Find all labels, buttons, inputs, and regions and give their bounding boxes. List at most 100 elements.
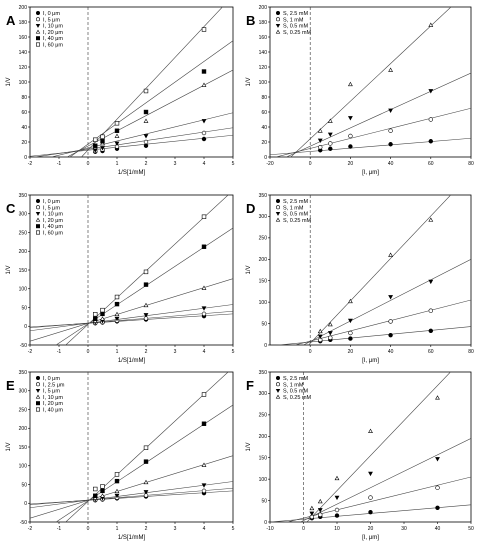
x-tick-label: 20 [348,349,354,355]
series-points [93,214,207,317]
data-point [201,136,207,142]
fit-line [30,487,233,506]
y-tick-label: -50 [20,520,27,526]
y-tick-label: 250 [19,230,28,236]
data-point [93,143,98,148]
chart-panel-b: -20 0 20 40 60 80020406080100120140160180200[… [246,5,474,176]
legend-marker [35,211,41,216]
legend-marker [35,17,40,22]
y-tick-label: 0 [264,520,267,526]
data-point [201,488,207,494]
data-point [143,143,149,148]
data-point [327,331,333,336]
x-tick-label: 40 [435,526,441,532]
data-point [143,134,149,139]
fit-line [270,137,471,156]
series-points [93,488,207,503]
legend-marker [35,36,40,41]
y-tick-label: 200 [259,5,268,11]
fit-line [30,278,233,342]
legend-label: S, 1 mM [283,205,304,211]
fit-lines [270,7,471,157]
panel-label: A [6,13,16,28]
y-tick-label: 300 [259,391,268,397]
legend-marker [275,29,281,34]
data-point [328,335,333,340]
data-point [100,493,105,498]
x-tick-label: 4 [203,161,206,167]
legend-marker [275,11,280,16]
data-point [328,141,333,146]
y-tick-label: 200 [19,5,28,11]
fit-line [30,455,233,519]
data-point [347,116,353,121]
x-tick-label: -1 [57,526,62,532]
legend-label: I, 60 μm [43,231,63,237]
data-point [143,139,149,145]
legend-label: I, 40 μm [43,408,63,414]
series-points [318,117,433,150]
data-point [201,130,207,136]
data-point [428,308,433,313]
y-tick-label: 250 [259,413,268,419]
data-point [201,311,207,317]
y-tick-label: 0 [264,155,267,161]
x-tick-label: 4 [203,349,206,355]
y-tick-label: 20 [21,140,27,146]
y-axis-label: 1/V [246,442,252,451]
data-point [309,511,315,516]
data-point [388,128,393,133]
legend-marker [35,388,41,393]
legend-label: S, 0.25 mM [283,218,312,224]
legend-label: I, 20 μm [43,218,63,224]
legend-label: S, 0.5 mM [283,389,308,395]
x-tick-label: 30 [401,526,407,532]
series-points [93,313,207,326]
series-points [309,457,440,516]
series-points [317,89,434,144]
data-point [100,307,105,313]
x-tick-label: -10 [266,526,273,532]
legend-label: I, 0 μm [43,11,60,17]
series-points [309,485,440,520]
y-tick-label: 200 [259,434,268,440]
legend-marker [35,11,40,16]
fit-lines [30,372,233,522]
y-tick-label: 100 [259,80,268,86]
data-point [388,319,393,324]
legend-label: S, 2.5 mM [283,11,308,17]
series-points [93,490,207,503]
data-point [100,311,105,317]
legend-marker [35,407,40,412]
x-tick-label: 0 [302,526,305,532]
data-point [114,294,120,300]
legend-label: S, 0.5 mM [283,212,308,218]
legend-label: I, 20 μm [43,30,63,36]
data-point [328,146,333,151]
x-tick-label: 2 [145,161,148,167]
data-point [93,137,98,142]
legend-marker [35,205,40,210]
data-point [143,88,149,94]
panel-label: F [246,378,254,393]
legend-label: I, 10 μm [43,24,63,30]
data-point [143,490,149,495]
data-point [348,133,353,139]
y-tick-label: 140 [19,50,28,56]
data-point [100,316,105,321]
y-tick-label: 180 [259,20,268,26]
y-tick-label: 250 [259,236,268,242]
legend-marker [35,23,41,28]
x-tick-label: -2 [28,349,33,355]
data-point [428,139,433,144]
legend-marker [275,211,281,216]
legend-label: S, 1 mM [283,382,304,388]
data-point [348,336,353,341]
data-point [114,301,120,307]
y-tick-label: 120 [259,65,268,71]
x-tick-label: 5 [232,526,235,532]
y-tick-label: 300 [19,389,28,395]
y-tick-label: 140 [259,50,268,56]
legend-marker [275,382,280,387]
